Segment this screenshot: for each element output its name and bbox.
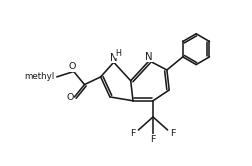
Text: methyl: methyl	[24, 72, 54, 81]
Text: F: F	[170, 129, 176, 138]
Text: N: N	[110, 53, 118, 63]
Text: H: H	[115, 48, 121, 58]
Text: N: N	[145, 52, 153, 62]
Text: F: F	[130, 129, 136, 138]
Text: O: O	[69, 62, 76, 71]
Text: F: F	[150, 135, 156, 144]
Text: O: O	[66, 93, 74, 102]
